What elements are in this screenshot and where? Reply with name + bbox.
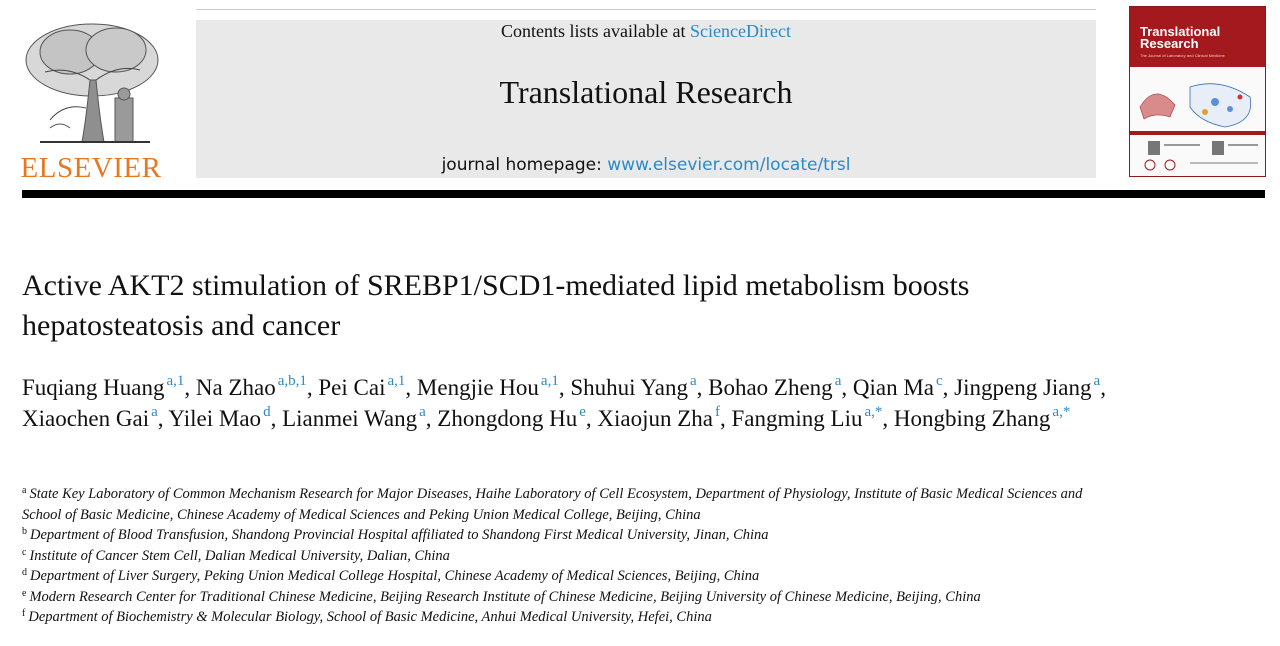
affiliation-list: a State Key Laboratory of Common Mechanis… xyxy=(22,484,1112,628)
author-affiliation-marker[interactable]: c xyxy=(935,373,943,389)
header-rule xyxy=(22,190,1265,198)
author-affiliation-marker[interactable]: a xyxy=(834,373,842,389)
affiliation-key: b xyxy=(22,526,27,537)
author-affiliation-marker[interactable]: a xyxy=(419,404,426,420)
author-name[interactable]: Xiaochen Gai xyxy=(22,406,150,431)
affiliation-item: c Institute of Cancer Stem Cell, Dalian M… xyxy=(22,546,1112,567)
author-name[interactable]: Lianmei Wang xyxy=(282,406,418,431)
affiliation-key: c xyxy=(22,546,27,558)
author-name[interactable]: Yilei Mao xyxy=(168,406,262,431)
contents-prefix: Contents lists available at xyxy=(501,21,686,41)
author-affiliation-marker[interactable]: a xyxy=(1093,373,1101,389)
homepage-link[interactable]: www.elsevier.com/locate/trsl xyxy=(607,155,851,175)
author-name[interactable]: Shuhui Yang xyxy=(570,375,688,400)
journal-banner xyxy=(196,20,1096,178)
homepage-line: journal homepage: www.elsevier.com/locat… xyxy=(196,155,1096,175)
author-affiliation-marker[interactable]: a,* xyxy=(1052,404,1071,420)
author-name[interactable]: Qian Ma xyxy=(852,375,934,400)
author-name[interactable]: Bohao Zheng xyxy=(708,375,833,400)
author-affiliation-marker[interactable]: a xyxy=(689,373,697,389)
affiliation-key: a xyxy=(22,485,27,496)
affiliation-item: e Modern Research Center for Traditional … xyxy=(22,587,1112,608)
author-affiliation-marker[interactable]: a,* xyxy=(864,404,883,420)
journal-cover[interactable]: Translational Research The Journal of La… xyxy=(1129,6,1266,177)
contents-line: Contents lists available at ScienceDirec… xyxy=(196,21,1096,42)
affiliation-text: Institute of Cancer Stem Cell, Dalian Me… xyxy=(29,547,450,564)
affiliation-text: Department of Biochemistry & Molecular B… xyxy=(28,609,712,625)
author-name[interactable]: Jingpeng Jiang xyxy=(954,375,1092,400)
author-list: Fuqiang Huang a,1, Na Zhao a,b,1, Pei Cai a… xyxy=(22,373,1106,431)
author-affiliation-marker[interactable]: a,b,1 xyxy=(277,373,307,389)
affiliation-item: f Department of Biochemistry & Molecular … xyxy=(22,607,1112,628)
author-name[interactable]: Fuqiang Huang xyxy=(22,375,165,400)
cover-illustration-icon xyxy=(1130,67,1265,176)
journal-title: Translational Research xyxy=(499,74,793,110)
author-name[interactable]: Zhongdong Hu xyxy=(437,406,578,431)
cover-title-line2: Research xyxy=(1140,36,1199,51)
author-affiliation-marker[interactable]: a xyxy=(151,404,158,420)
author-affiliation-marker[interactable]: a,1 xyxy=(166,373,185,389)
cover-band xyxy=(1130,7,1265,67)
cover-subtitle: The Journal of Laboratory and Clinical M… xyxy=(1140,53,1225,58)
elsevier-wordmark: ELSEVIER xyxy=(20,152,162,184)
affiliation-key: e xyxy=(22,587,27,599)
author-name[interactable]: Pei Cai xyxy=(318,375,386,400)
article-title: Active AKT2 stimulation of SREBP1/SCD1-m… xyxy=(22,269,970,342)
elsevier-tree-icon xyxy=(25,23,159,143)
author-affiliation-marker[interactable]: a,1 xyxy=(540,373,559,389)
affiliation-key: f xyxy=(22,608,26,619)
affiliation-text: Department of Blood Transfusion, Shandon… xyxy=(30,527,769,543)
author-name[interactable]: Xiaojun Zha xyxy=(597,406,713,431)
author-name[interactable]: Mengjie Hou xyxy=(416,375,539,400)
author-affiliation-marker[interactable]: f xyxy=(714,404,720,420)
author-affiliation-marker[interactable]: e xyxy=(579,404,586,420)
sciencedirect-link[interactable]: ScienceDirect xyxy=(690,21,791,41)
affiliation-key: d xyxy=(22,567,27,578)
cover-title-line1: Translational xyxy=(1140,24,1221,39)
author-name[interactable]: Na Zhao xyxy=(195,375,276,400)
top-rule xyxy=(196,9,1096,10)
homepage-prefix: journal homepage: xyxy=(441,155,602,175)
affiliation-text: State Key Laboratory of Common Mechanism… xyxy=(22,486,1083,523)
author-affiliation-marker[interactable]: d xyxy=(263,404,271,420)
author-affiliation-marker[interactable]: a,1 xyxy=(387,373,406,389)
cover-title: Translational Research xyxy=(1140,24,1221,51)
affiliation-item: a State Key Laboratory of Common Mechanis… xyxy=(22,484,1112,525)
affiliation-text: Department of Liver Surgery, Peking Unio… xyxy=(30,568,760,584)
author-name[interactable]: Fangming Liu xyxy=(731,406,863,431)
affiliation-item: d Department of Liver Surgery, Peking Uni… xyxy=(22,566,1112,587)
elsevier-logo[interactable]: ELSEVIER xyxy=(20,20,162,184)
affiliation-item: b Department of Blood Transfusion, Shando… xyxy=(22,525,1112,546)
author-name[interactable]: Hongbing Zhang xyxy=(893,406,1051,431)
affiliation-text: Modern Research Center for Traditional C… xyxy=(29,588,981,605)
